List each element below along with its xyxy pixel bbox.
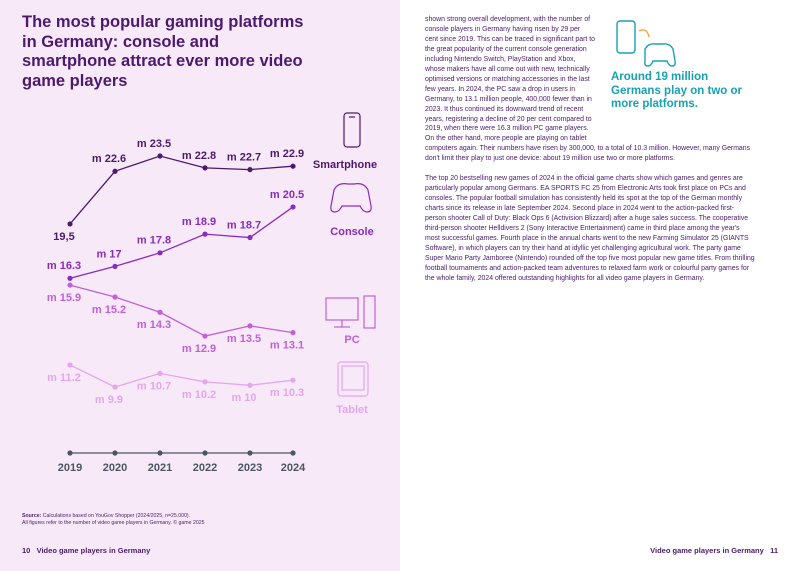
value-label: m 22.7 <box>227 151 261 163</box>
data-point <box>157 309 163 315</box>
x-axis-dot <box>290 450 296 456</box>
value-label: m 17.8 <box>137 235 171 247</box>
value-label: m 22.9 <box>270 148 304 160</box>
legend-icons <box>325 112 376 397</box>
paragraph: shown strong overall development, with t… <box>425 16 751 163</box>
platform-icon <box>616 20 676 67</box>
value-label: m 17 <box>96 248 121 260</box>
value-label: m 15.9 <box>47 292 81 304</box>
series-line <box>69 284 294 337</box>
data-point <box>202 333 208 339</box>
value-label: m 10.7 <box>137 380 171 392</box>
data-point <box>157 370 163 377</box>
data-point <box>112 263 118 270</box>
page-number: 11 <box>770 546 778 555</box>
legend-label: PC <box>344 334 359 346</box>
x-tick-label: 2019 <box>58 462 82 474</box>
data-point <box>247 382 253 388</box>
footer-right: Video game players in Germany 11 <box>650 546 778 555</box>
x-axis-dot <box>157 450 163 456</box>
legend-label: Smartphone <box>313 159 377 171</box>
data-point <box>67 221 73 227</box>
data-point <box>247 166 253 173</box>
legend-label: Tablet <box>336 404 368 416</box>
data-point <box>202 379 208 385</box>
x-axis-dot <box>112 450 118 456</box>
value-label: m 13.1 <box>270 340 304 352</box>
footer-left: 10 Video game players in Germany <box>22 546 150 555</box>
x-axis-dot <box>67 450 73 456</box>
data-point <box>67 282 73 288</box>
value-label: m 14.3 <box>137 319 171 331</box>
data-point <box>247 234 253 241</box>
x-tick-label: 2024 <box>281 462 306 474</box>
value-label: m 18.9 <box>182 216 216 228</box>
body-text: Around 19 million Germans play on two or… <box>425 15 755 294</box>
x-tick-label: 2021 <box>148 462 172 474</box>
data-point <box>202 165 208 171</box>
source-note-text: All figures refer to the number of video… <box>22 520 205 526</box>
value-label: m 11.2 <box>47 372 81 384</box>
data-point <box>290 163 296 169</box>
chart: 2019 2020 2021 2022 2023 2024 19,5 m 22.6 m 23.5… <box>47 112 377 474</box>
footer-title: Video game players in Germany <box>36 546 151 555</box>
x-axis-dot <box>247 450 253 456</box>
value-label: m 22.6 <box>92 153 126 165</box>
data-point <box>247 323 253 329</box>
data-point <box>67 275 73 281</box>
data-point <box>112 294 118 300</box>
value-label: m 12.9 <box>182 343 216 355</box>
value-label: m 23.5 <box>137 138 171 150</box>
x-tick-label: 2020 <box>103 462 127 474</box>
callout-box: Around 19 million Germans play on two or… <box>595 15 755 139</box>
value-label: m 20.5 <box>270 189 304 201</box>
data-point <box>157 250 163 256</box>
value-label: m 15.2 <box>92 304 126 316</box>
page-number: 10 <box>22 546 31 555</box>
callout: Around 19 million Germans play on two or… <box>611 71 742 110</box>
x-tick-label: 2023 <box>238 462 262 474</box>
data-point <box>290 377 296 383</box>
footer-title: Video game players in Germany <box>650 546 764 555</box>
x-axis-dot <box>202 450 208 456</box>
data-point <box>290 330 296 336</box>
chart-title: The most popular gaming platforms in Ger… <box>22 13 304 90</box>
source-text: Calculations based on YouGov Shopper (20… <box>42 513 191 519</box>
data-point <box>67 362 73 368</box>
value-label: m 22.8 <box>182 150 216 162</box>
data-point <box>112 168 118 174</box>
value-label: m 10.3 <box>270 387 304 399</box>
data-point <box>112 384 118 390</box>
value-label: m 16.3 <box>47 260 81 272</box>
data-point <box>290 204 296 210</box>
value-label: m 18.7 <box>227 219 261 231</box>
source-note: Source: Calculations based on YouGov Sho… <box>22 513 352 527</box>
value-label: m 13.5 <box>227 333 261 345</box>
series-line <box>69 364 294 388</box>
x-tick-label: 2022 <box>193 462 217 474</box>
data-point <box>157 153 163 159</box>
value-label: 19,5 <box>53 231 74 243</box>
source-label: Source: <box>22 513 42 519</box>
series-line <box>69 155 294 225</box>
value-label: m 10.2 <box>182 389 216 401</box>
value-label: m 10 <box>231 392 256 404</box>
paragraph: The top 20 bestselling new games of 2024… <box>425 175 755 282</box>
value-label: m 9.9 <box>95 394 123 406</box>
data-point <box>202 231 208 237</box>
series-line <box>69 206 294 279</box>
left-page <box>0 0 400 571</box>
legend-label: Console <box>330 226 373 238</box>
